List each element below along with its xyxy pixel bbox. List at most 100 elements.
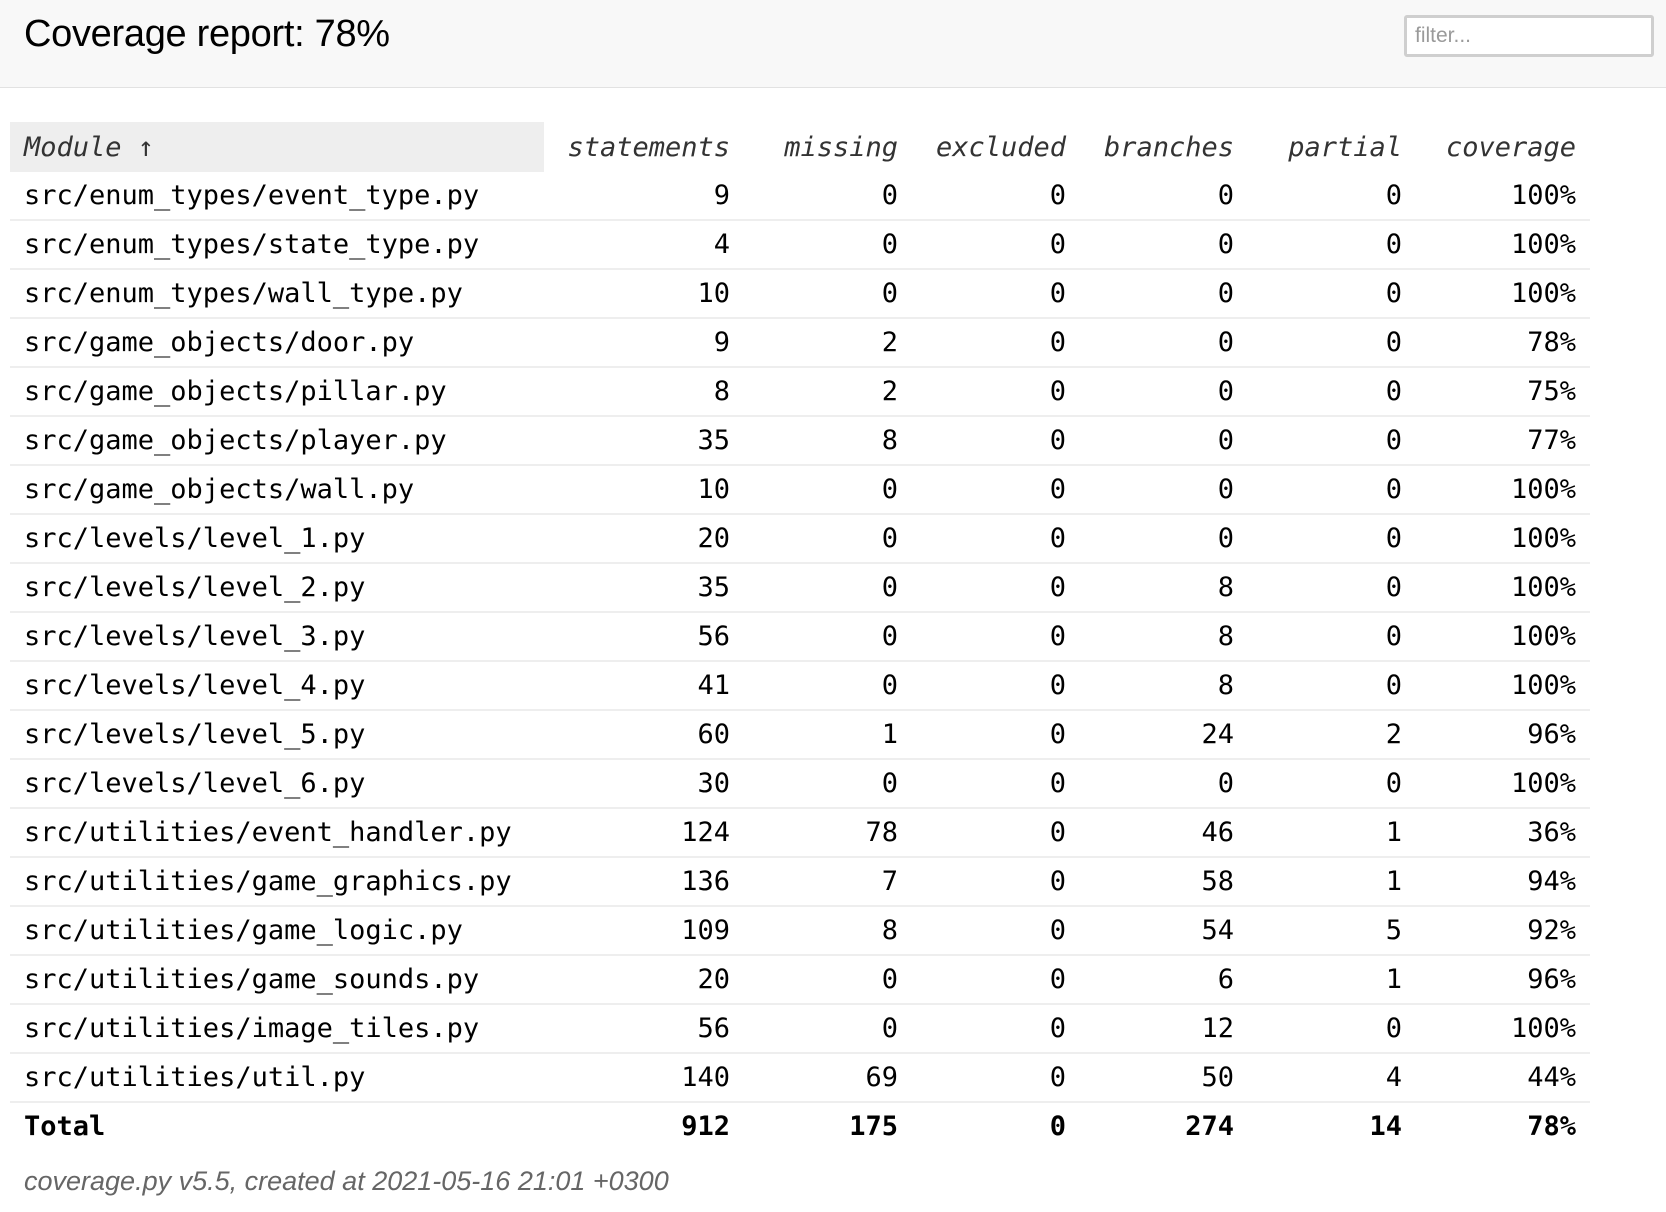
coverage-cell: 96% — [1416, 955, 1590, 1005]
module-link[interactable]: src/utilities/event_handler.py — [10, 808, 544, 858]
partial-cell: 0 — [1248, 172, 1416, 221]
missing-cell: 0 — [744, 612, 912, 662]
table-row: src/levels/level_1.py 20 0 0 0 0 100% — [10, 514, 1590, 564]
table-row: src/levels/level_2.py 35 0 0 8 0 100% — [10, 563, 1590, 613]
coverage-cell: 100% — [1416, 759, 1590, 809]
table-row: src/utilities/event_handler.py 124 78 0 … — [10, 808, 1590, 858]
statements-cell: 20 — [544, 955, 744, 1005]
missing-cell: 0 — [744, 269, 912, 319]
module-link[interactable]: src/levels/level_1.py — [10, 514, 544, 564]
branches-cell: 8 — [1080, 563, 1248, 613]
coverage-cell: 100% — [1416, 220, 1590, 270]
column-header-branches[interactable]: branches — [1103, 131, 1234, 163]
missing-cell: 0 — [744, 661, 912, 711]
filter-input[interactable] — [1404, 15, 1654, 57]
module-link[interactable]: src/utilities/game_graphics.py — [10, 857, 544, 907]
excluded-cell: 0 — [912, 1004, 1080, 1054]
excluded-cell: 0 — [912, 759, 1080, 809]
table-row: src/enum_types/event_type.py 9 0 0 0 0 1… — [10, 172, 1590, 221]
statements-cell: 41 — [544, 661, 744, 711]
module-link[interactable]: src/enum_types/wall_type.py — [10, 269, 544, 319]
module-link[interactable]: src/game_objects/pillar.py — [10, 367, 544, 417]
column-header-missing[interactable]: missing — [784, 131, 898, 163]
module-link[interactable]: src/utilities/image_tiles.py — [10, 1004, 544, 1054]
module-link[interactable]: src/enum_types/state_type.py — [10, 220, 544, 270]
column-header-partial[interactable]: partial — [1288, 131, 1402, 163]
total-branches: 274 — [1185, 1111, 1234, 1142]
module-link[interactable]: src/enum_types/event_type.py — [10, 172, 544, 221]
coverage-cell: 94% — [1416, 857, 1590, 907]
partial-cell: 5 — [1248, 906, 1416, 956]
module-link[interactable]: src/levels/level_2.py — [10, 563, 544, 613]
coverage-cell: 100% — [1416, 563, 1590, 613]
module-link[interactable]: src/game_objects/wall.py — [10, 465, 544, 515]
excluded-cell: 0 — [912, 955, 1080, 1005]
column-header-statements[interactable]: statements — [567, 131, 730, 163]
statements-cell: 10 — [544, 465, 744, 515]
total-partial: 14 — [1369, 1111, 1402, 1142]
module-link[interactable]: src/game_objects/player.py — [10, 416, 544, 466]
coverage-cell: 77% — [1416, 416, 1590, 466]
excluded-cell: 0 — [912, 857, 1080, 907]
module-link[interactable]: src/levels/level_4.py — [10, 661, 544, 711]
total-statements: 912 — [681, 1111, 730, 1142]
coverage-cell: 100% — [1416, 612, 1590, 662]
branches-cell: 12 — [1080, 1004, 1248, 1054]
partial-cell: 0 — [1248, 416, 1416, 466]
table-row: src/game_objects/player.py 35 8 0 0 0 77… — [10, 416, 1590, 466]
table-row: src/game_objects/door.py 9 2 0 0 0 78% — [10, 318, 1590, 368]
excluded-cell: 0 — [912, 269, 1080, 319]
branches-cell: 24 — [1080, 710, 1248, 760]
module-link[interactable]: src/levels/level_3.py — [10, 612, 544, 662]
module-link[interactable]: src/game_objects/door.py — [10, 318, 544, 368]
module-link[interactable]: src/utilities/util.py — [10, 1053, 544, 1103]
branches-cell: 54 — [1080, 906, 1248, 956]
coverage-cell: 78% — [1416, 318, 1590, 368]
excluded-cell: 0 — [912, 563, 1080, 613]
column-header-module[interactable]: Module ↑ — [10, 122, 544, 172]
module-link[interactable]: src/levels/level_6.py — [10, 759, 544, 809]
total-row: Total 912 175 0 274 14 78% — [10, 1102, 1590, 1150]
table-row: src/levels/level_4.py 41 0 0 8 0 100% — [10, 661, 1590, 711]
module-link[interactable]: src/utilities/game_sounds.py — [10, 955, 544, 1005]
total-coverage: 78% — [1527, 1111, 1576, 1142]
partial-cell: 0 — [1248, 612, 1416, 662]
table-row: src/utilities/game_logic.py 109 8 0 54 5… — [10, 906, 1590, 956]
statements-cell: 140 — [544, 1053, 744, 1103]
module-link[interactable]: src/utilities/game_logic.py — [10, 906, 544, 956]
coverage-cell: 100% — [1416, 514, 1590, 564]
report-header: Coverage report: 78% — [0, 0, 1666, 88]
branches-cell: 58 — [1080, 857, 1248, 907]
statements-cell: 8 — [544, 367, 744, 417]
missing-cell: 1 — [744, 710, 912, 760]
branches-cell: 0 — [1080, 318, 1248, 368]
missing-cell: 78 — [744, 808, 912, 858]
partial-cell: 2 — [1248, 710, 1416, 760]
column-header-excluded[interactable]: excluded — [935, 131, 1066, 163]
missing-cell: 0 — [744, 955, 912, 1005]
table-row: src/enum_types/state_type.py 4 0 0 0 0 1… — [10, 220, 1590, 270]
statements-cell: 35 — [544, 416, 744, 466]
missing-cell: 8 — [744, 906, 912, 956]
partial-cell: 0 — [1248, 661, 1416, 711]
branches-cell: 0 — [1080, 172, 1248, 221]
statements-cell: 56 — [544, 1004, 744, 1054]
branches-cell: 0 — [1080, 220, 1248, 270]
coverage-cell: 96% — [1416, 710, 1590, 760]
missing-cell: 0 — [744, 759, 912, 809]
branches-cell: 0 — [1080, 759, 1248, 809]
column-header-coverage[interactable]: coverage — [1445, 131, 1576, 163]
partial-cell: 4 — [1248, 1053, 1416, 1103]
coverage-cell: 100% — [1416, 269, 1590, 319]
module-link[interactable]: src/levels/level_5.py — [10, 710, 544, 760]
partial-cell: 1 — [1248, 808, 1416, 858]
branches-cell: 46 — [1080, 808, 1248, 858]
missing-cell: 0 — [744, 514, 912, 564]
table-row: src/enum_types/wall_type.py 10 0 0 0 0 1… — [10, 269, 1590, 319]
statements-cell: 109 — [544, 906, 744, 956]
branches-cell: 0 — [1080, 465, 1248, 515]
excluded-cell: 0 — [912, 906, 1080, 956]
partial-cell: 1 — [1248, 857, 1416, 907]
total-excluded: 0 — [1049, 1111, 1066, 1142]
partial-cell: 0 — [1248, 220, 1416, 270]
